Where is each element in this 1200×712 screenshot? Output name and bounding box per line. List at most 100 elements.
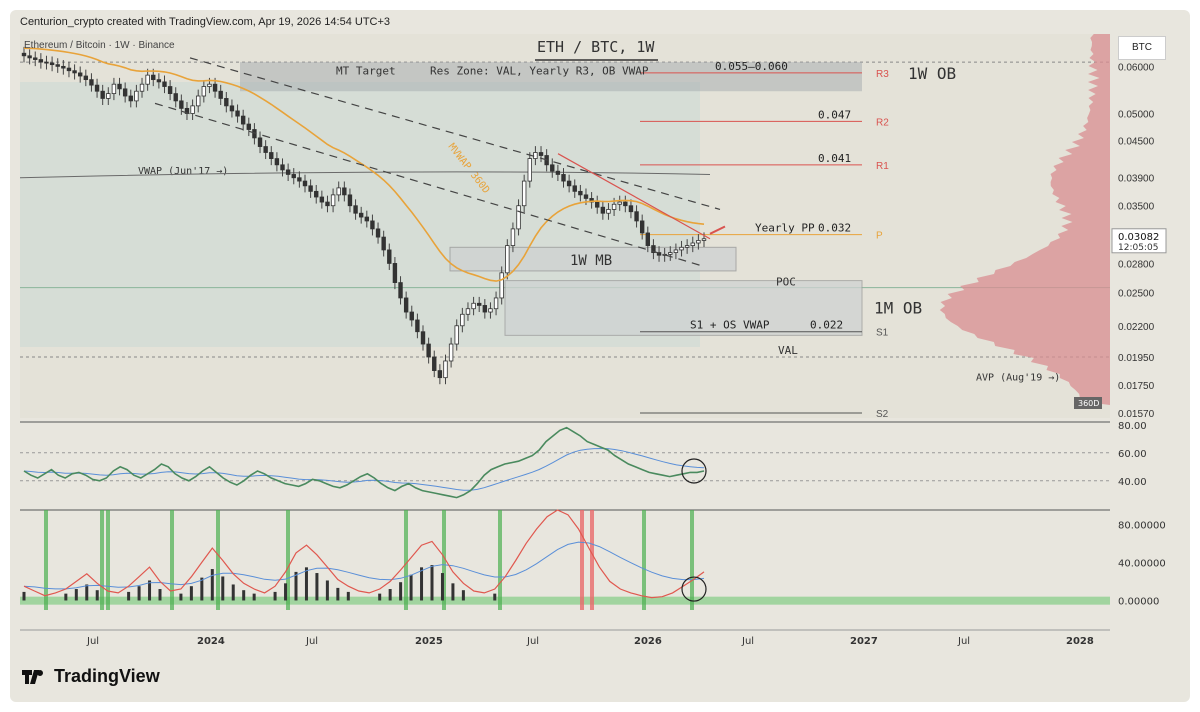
candle-body <box>595 201 600 208</box>
candle-body <box>179 100 184 109</box>
osc-histogram <box>64 593 68 601</box>
osc-signal-line <box>23 541 705 590</box>
tradingview-logo[interactable]: TradingView <box>22 666 160 687</box>
last-price-box <box>1111 228 1167 254</box>
candle-body <box>44 61 49 64</box>
x-tick-label: Jul <box>957 636 970 647</box>
candle-body <box>617 201 622 205</box>
candle-body <box>314 190 319 198</box>
x-tick-label: 2025 <box>415 636 443 647</box>
candle-body <box>550 164 555 172</box>
x-tick-label: 2028 <box>1066 636 1094 647</box>
y-tick-label: 0.01950 <box>1118 353 1155 364</box>
ticker-label[interactable]: BTC <box>1118 36 1166 60</box>
poc-label: POC <box>776 276 796 289</box>
signal-bar <box>642 510 646 610</box>
osc-histogram <box>294 571 298 601</box>
signal-bar <box>690 510 694 610</box>
candle-body <box>122 88 128 97</box>
candle-body <box>566 180 572 187</box>
candle-body <box>555 170 561 175</box>
candle-body <box>162 81 167 87</box>
y-tick-label: 0.06000 <box>1118 62 1155 73</box>
rsi-ma-line <box>23 447 705 491</box>
candle-body <box>55 64 60 67</box>
candle-body <box>432 356 437 371</box>
avp-label: AVP (Aug'19 →) <box>976 373 1060 384</box>
candle-body <box>437 370 443 379</box>
candle-body <box>325 201 330 207</box>
osc-zero-band <box>20 596 1110 605</box>
chart-title: ETH / BTC, 1W <box>537 38 655 56</box>
y-tick-label: 0.02500 <box>1118 289 1155 300</box>
rsi-circle <box>681 458 707 484</box>
signal-bar <box>498 510 502 610</box>
candle-body <box>38 59 44 63</box>
candle-body <box>151 74 156 81</box>
candle-body <box>274 158 280 166</box>
candle-body <box>89 79 94 86</box>
candle-body <box>375 228 381 238</box>
candle-body <box>392 263 398 283</box>
eth-btc-chart[interactable]: 0.06000 0.05000 0.04500 0.03900 0.03500 0.028… <box>10 10 1190 702</box>
pivot-value: 0.055–0.060 <box>715 60 788 73</box>
osc-histogram <box>273 591 277 601</box>
candle-body <box>319 196 325 203</box>
osc-histogram <box>430 565 434 601</box>
candle-body <box>353 205 358 214</box>
signal-bar <box>404 510 408 610</box>
osc-histogram <box>210 569 214 601</box>
y-tick-label: 0.02800 <box>1118 259 1155 270</box>
candle-body <box>167 86 173 95</box>
candle-body <box>156 79 162 83</box>
candle-body <box>291 174 296 179</box>
candle-body <box>117 83 122 90</box>
candle-body <box>381 236 386 251</box>
osc-histogram <box>179 593 183 601</box>
y-tick-label: 0.02200 <box>1118 322 1155 333</box>
candle-body <box>634 211 639 222</box>
candle-body <box>606 209 611 214</box>
osc-histogram <box>85 584 89 601</box>
candle-body <box>448 343 454 362</box>
signal-bar <box>442 510 446 610</box>
osc-tick: 0.00000 <box>1118 596 1159 607</box>
candle-body <box>246 123 251 130</box>
candle-body <box>196 95 201 107</box>
candle-body <box>488 308 493 313</box>
osc-histogram <box>325 580 329 601</box>
candle-body <box>358 212 364 218</box>
osc-red-line <box>23 509 705 599</box>
sell-signal-bar <box>590 510 594 610</box>
osc-histogram <box>137 586 141 601</box>
vwap-label: VWAP (Jun'17 →) <box>138 166 228 177</box>
y-tick-label: 0.01570 <box>1118 409 1155 420</box>
vp-tag: 360D <box>1078 399 1099 408</box>
osc-histogram <box>440 573 444 601</box>
rsi-tick: 80.00 <box>1118 421 1147 432</box>
countdown: 12:05:05 <box>1118 243 1158 253</box>
candle-body <box>77 72 83 77</box>
y-tick-label: 0.01750 <box>1118 381 1155 392</box>
candle-body <box>460 313 465 327</box>
res-zone-box <box>240 62 862 92</box>
candle-body <box>684 245 690 248</box>
volume-profile <box>939 34 1110 405</box>
osc-histogram <box>95 590 99 601</box>
candle-body <box>240 115 246 125</box>
candle-body <box>263 146 268 153</box>
candle-body <box>600 206 606 214</box>
mt-target-label: MT Target <box>336 65 396 78</box>
candle-body <box>61 65 66 69</box>
x-tick-label: Jul <box>741 636 754 647</box>
descending-resistance <box>557 153 711 240</box>
candle-body <box>342 187 347 196</box>
candle-body <box>696 240 701 244</box>
pivot-value: 0.041 <box>818 152 851 165</box>
osc-histogram <box>284 583 288 601</box>
tradingview-brand: TradingView <box>54 666 160 686</box>
candle-body <box>308 185 313 192</box>
osc-histogram <box>200 577 204 601</box>
channel-top-line <box>189 57 721 211</box>
signal-bar <box>44 510 48 610</box>
